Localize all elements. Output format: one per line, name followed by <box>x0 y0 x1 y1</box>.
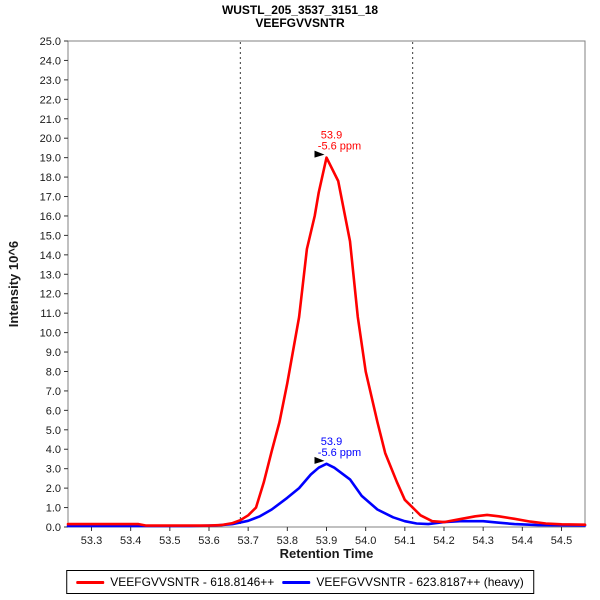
peak-pointer-icon <box>314 150 325 158</box>
y-tick-label: 6.0 <box>46 405 61 417</box>
y-tick-label: 12.0 <box>40 289 61 301</box>
legend-label-heavy: VEEFGVVSNTR - 623.8187++ (heavy) <box>316 575 524 589</box>
legend: VEEFGVVSNTR - 618.8146++ VEEFGVVSNTR - 6… <box>66 570 534 594</box>
y-tick-label: 3.0 <box>46 464 61 476</box>
chart-subtitle: VEEFGVVSNTR <box>255 16 345 30</box>
x-tick-label: 53.8 <box>277 535 298 547</box>
x-tick-label: 54.0 <box>355 535 376 547</box>
peak-rt-label: 53.9 <box>321 436 342 448</box>
y-tick-label: 15.0 <box>40 230 61 242</box>
x-tick-label: 53.5 <box>159 535 180 547</box>
y-tick-label: 20.0 <box>40 133 61 145</box>
chart-title: WUSTL_205_3537_3151_18 <box>221 3 379 17</box>
y-tick-label: 17.0 <box>40 192 61 204</box>
legend-item-light[interactable]: VEEFGVVSNTR - 618.8146++ <box>76 575 274 589</box>
peak-rt-label: 53.9 <box>321 130 342 142</box>
x-tick-label: 54.2 <box>433 535 454 547</box>
y-tick-label: 24.0 <box>40 55 61 67</box>
y-tick-label: 13.0 <box>40 269 61 281</box>
y-tick-label: 7.0 <box>46 386 61 398</box>
y-tick-label: 9.0 <box>46 347 61 359</box>
legend-label-light: VEEFGVVSNTR - 618.8146++ <box>110 575 275 589</box>
chart-title-block: WUSTL_205_3537_3151_18 VEEFGVVSNTR <box>0 4 600 30</box>
y-tick-label: 2.0 <box>46 483 61 495</box>
peak-ppm-label: -5.6 ppm <box>318 141 361 153</box>
y-tick-label: 11.0 <box>40 308 61 320</box>
y-tick-label: 18.0 <box>40 172 61 184</box>
y-tick-label: 21.0 <box>40 114 61 126</box>
peak-pointer-icon <box>314 456 325 464</box>
legend-line-heavy-icon <box>282 580 311 584</box>
series-line-heavy[interactable] <box>66 462 587 528</box>
x-tick-label: 54.1 <box>394 535 415 547</box>
x-tick-label: 53.9 <box>316 535 337 547</box>
y-tick-label: 19.0 <box>40 153 61 165</box>
x-tick-label: 53.7 <box>237 535 258 547</box>
y-axis-label: Intensity 10^6 <box>6 240 21 328</box>
y-tick-label: 4.0 <box>46 444 61 456</box>
legend-line-light-icon <box>76 580 105 584</box>
y-tick-label: 8.0 <box>46 366 61 378</box>
x-tick-label: 53.3 <box>81 535 102 547</box>
y-tick-label: 23.0 <box>40 75 61 87</box>
x-tick-label: 54.3 <box>472 535 493 547</box>
x-axis-label: Retention Time <box>279 546 374 561</box>
y-tick-label: 25.0 <box>40 36 61 48</box>
series-line-light[interactable] <box>66 156 587 527</box>
y-tick-label: 22.0 <box>40 94 61 106</box>
y-tick-label: 0.0 <box>46 522 61 534</box>
y-tick-label: 1.0 <box>46 503 61 515</box>
peak-ppm-label: -5.6 ppm <box>318 447 361 459</box>
x-tick-label: 54.5 <box>551 535 572 547</box>
x-tick-label: 54.4 <box>512 535 533 547</box>
x-tick-label: 53.4 <box>120 535 141 547</box>
y-tick-label: 16.0 <box>40 211 61 223</box>
legend-item-heavy[interactable]: VEEFGVVSNTR - 623.8187++ (heavy) <box>282 575 524 589</box>
y-tick-label: 5.0 <box>46 425 61 437</box>
x-tick-label: 53.6 <box>198 535 219 547</box>
y-tick-label: 14.0 <box>40 250 61 262</box>
y-tick-label: 10.0 <box>40 328 61 340</box>
